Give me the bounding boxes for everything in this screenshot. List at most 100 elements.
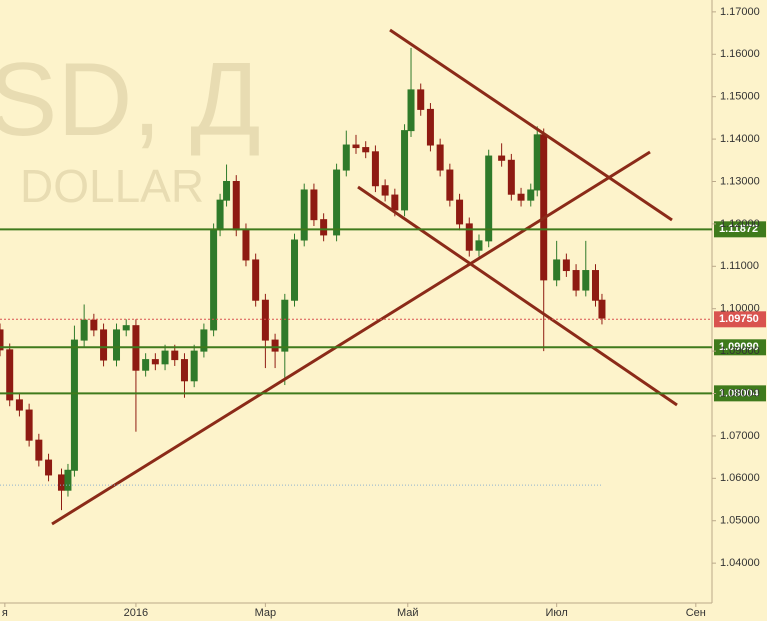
- price-level-box: [714, 311, 766, 328]
- candle-body: [45, 459, 53, 476]
- candle-body: [598, 299, 606, 319]
- x-tick-label: Июл: [545, 607, 567, 619]
- candle-body: [540, 134, 548, 281]
- trend-lines: [51, 28, 678, 526]
- candle-body: [310, 189, 318, 221]
- candle-body: [161, 350, 169, 365]
- candle-body: [572, 270, 580, 291]
- candle-body: [553, 259, 561, 281]
- candle-body: [0, 329, 4, 351]
- candle-body: [591, 270, 599, 301]
- y-tick-label: 1.15000: [720, 91, 760, 103]
- watermark-symbol: SD, Д: [0, 42, 261, 158]
- candle-body: [300, 189, 308, 241]
- candle-body: [80, 319, 88, 341]
- candle-body: [475, 240, 483, 251]
- trend-line: [389, 28, 673, 222]
- y-tick-label: 1.12000: [720, 218, 760, 230]
- trend-line: [357, 185, 678, 407]
- candle-body: [333, 169, 341, 236]
- price-level-label: 1.09750: [719, 313, 759, 325]
- candle-body: [216, 199, 224, 231]
- y-tick-label: 1.17000: [720, 6, 760, 18]
- price-level-label: 1.09090: [719, 341, 759, 353]
- price-level-box: [714, 339, 766, 356]
- x-tick-label: Мар: [255, 607, 277, 619]
- price-level-box: [714, 385, 766, 402]
- candle-body: [381, 185, 389, 196]
- y-tick-label: 1.13000: [720, 175, 760, 187]
- x-tick-label: 2016: [124, 607, 148, 619]
- candle-body: [426, 108, 434, 146]
- candle-body: [190, 350, 198, 382]
- y-tick-label: 1.11000: [720, 260, 759, 272]
- candle-body: [210, 229, 218, 331]
- candle-body: [35, 439, 43, 461]
- candle-body: [342, 144, 350, 171]
- candle-body: [57, 474, 65, 491]
- candle-body: [391, 194, 399, 211]
- candle-body: [527, 189, 535, 201]
- candle-body: [200, 329, 208, 352]
- candle-body: [271, 339, 279, 352]
- y-tick-label: 1.06000: [720, 472, 760, 484]
- candle-body: [122, 325, 130, 331]
- watermark-name: DOLLAR: [20, 160, 204, 212]
- trend-line: [51, 150, 651, 526]
- candle-body: [70, 339, 78, 471]
- candle-body: [6, 349, 14, 401]
- candle-body: [446, 169, 454, 201]
- candle-body: [15, 399, 23, 411]
- candle-body: [533, 134, 541, 191]
- candle-body: [507, 159, 515, 195]
- candle-body: [242, 229, 250, 261]
- y-tick-label: 1.14000: [720, 133, 760, 145]
- candle-body: [151, 359, 159, 365]
- y-tick-label: 1.05000: [720, 515, 760, 527]
- candle-body: [100, 329, 108, 361]
- y-tick-label: 1.08000: [720, 387, 760, 399]
- candle-body: [465, 223, 473, 251]
- overlay: 1.11872 1.09750 1.09090 1.08004: [0, 221, 766, 486]
- candle-body: [281, 299, 289, 352]
- candle-body: [25, 409, 33, 441]
- y-tick-label: 1.16000: [720, 48, 760, 60]
- candle-body: [180, 359, 188, 382]
- candle-body: [407, 89, 415, 132]
- candle-body: [142, 359, 150, 371]
- candle-body: [456, 199, 464, 225]
- y-tick-label: 1.10000: [720, 303, 760, 315]
- x-tick-label: Май: [397, 607, 419, 619]
- candle-body: [352, 144, 360, 149]
- x-tick-label: я: [2, 607, 8, 619]
- y-tick-label: 1.09000: [720, 345, 760, 357]
- price-level-label: 1.08004: [719, 387, 760, 399]
- candle-body: [485, 155, 493, 242]
- candle-body: [320, 219, 328, 236]
- candle-body: [401, 130, 409, 211]
- candle-body: [113, 329, 121, 361]
- candle-body: [517, 193, 525, 201]
- y-tick-label: 1.04000: [720, 557, 760, 569]
- candle-body: [261, 299, 269, 341]
- candle-body: [582, 270, 590, 291]
- candle-body: [232, 180, 240, 231]
- candle-body: [362, 147, 370, 153]
- price-level-label: 1.11872: [719, 223, 758, 235]
- candle-body: [562, 259, 570, 272]
- price-level-box: [714, 221, 766, 238]
- candle-body: [223, 180, 231, 201]
- candle-body: [436, 144, 444, 171]
- candle-body: [171, 350, 179, 361]
- candle-body: [90, 319, 98, 331]
- candle-body: [252, 259, 260, 301]
- y-tick-label: 1.07000: [720, 430, 760, 442]
- candle-body: [291, 239, 299, 301]
- plot: [0, 47, 606, 511]
- x-tick-label: Сен: [686, 607, 706, 619]
- candle-body: [498, 155, 506, 161]
- candle-body: [64, 469, 72, 491]
- candle-body: [371, 151, 379, 187]
- candle-body: [417, 89, 425, 110]
